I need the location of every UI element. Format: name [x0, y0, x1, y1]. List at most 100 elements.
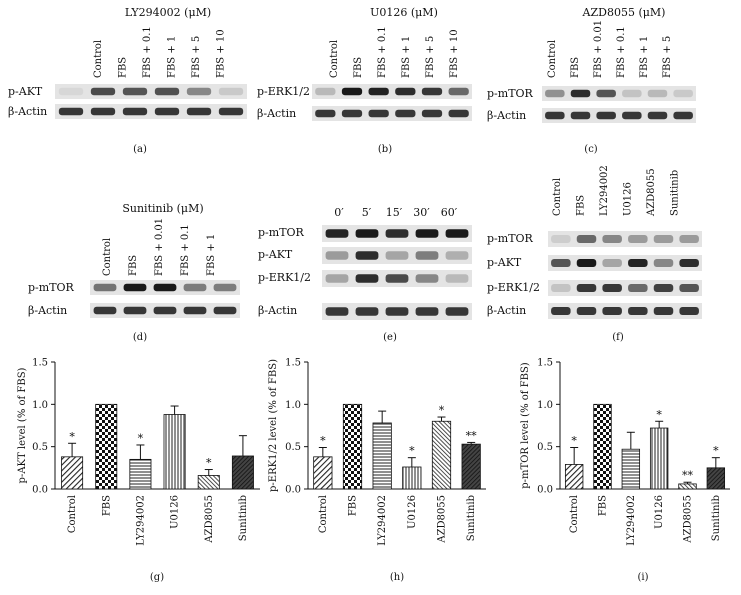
blot-band: [385, 274, 409, 283]
blot-strip: [542, 108, 696, 123]
blot-band: [186, 107, 212, 116]
blot-row-label: p-AKT: [258, 248, 293, 261]
bar: [129, 458, 152, 490]
significance-mark: *: [713, 445, 719, 458]
blot-band: [123, 306, 147, 315]
blot-band: [445, 307, 469, 316]
blot-panel-d: Sunitinib (μM) Control FBS FBS + 0.01 FBS + …: [28, 202, 240, 343]
blot-band: [673, 111, 693, 120]
blot-band: [325, 251, 349, 260]
panel-caption: (b): [378, 144, 392, 155]
lane-label: FBS + 5: [425, 36, 436, 78]
blot-band: [576, 259, 597, 267]
lane-label: FBS + 0.1: [616, 26, 627, 78]
x-tick-label: LY294002: [626, 495, 637, 546]
blot-band: [647, 111, 668, 120]
blot-band: [602, 307, 622, 315]
significance-mark: *: [409, 445, 415, 458]
bar: [564, 464, 584, 490]
x-tick-label: FBS: [101, 495, 112, 516]
western-blot-panels: LY294002 (μM) Control FBS FBS + 0.1 FBS + 1 F…: [8, 6, 702, 343]
lane-label: FBS + 5: [191, 36, 202, 78]
y-tick-label: 1.0: [32, 400, 48, 411]
blot-band: [385, 307, 409, 316]
lane-label: FBS + 1: [639, 36, 650, 78]
blot-strip: [55, 104, 247, 119]
blot-band: [647, 89, 668, 98]
lane-label: Control: [93, 40, 104, 78]
x-tick-label: FBS: [598, 495, 609, 516]
lane-label: FBS + 1: [206, 234, 217, 276]
lane-label: Control: [552, 178, 563, 216]
blot-band: [122, 107, 148, 116]
lane-label: FBS: [128, 255, 139, 276]
x-tick-label: LY294002: [377, 495, 388, 546]
blot-row-label: p-ERK1/2: [257, 85, 310, 98]
blot-band: [653, 235, 674, 243]
panel-caption: (c): [584, 144, 598, 155]
blot-band: [218, 87, 244, 96]
lane-label: LY294002: [599, 165, 610, 216]
lane-label: FBS + 0.1: [180, 224, 191, 276]
blot-row-label: β-Actin: [257, 107, 296, 120]
blot-band: [628, 235, 648, 243]
significance-mark: *: [571, 435, 577, 448]
panel-caption: (d): [133, 332, 147, 343]
y-tick-label: 1.0: [537, 400, 553, 411]
blot-strip: [548, 231, 702, 247]
blot-row-label: p-mTOR: [28, 281, 75, 294]
x-tick-label: AZD8055: [204, 495, 215, 544]
blot-band: [576, 284, 597, 292]
blot-panel-c: AZD8055 (μM) Control FBS FBS + 0.01 FBS + 0.…: [487, 6, 696, 155]
blot-band: [368, 87, 389, 96]
blot-band: [153, 283, 177, 292]
lane-label: FBS + 1: [167, 36, 178, 78]
blot-band: [448, 109, 469, 118]
blot-band: [183, 283, 207, 292]
blot-band: [628, 307, 648, 315]
blot-band: [421, 109, 443, 118]
blot-band: [341, 109, 363, 118]
y-tick-label: 1.5: [537, 358, 553, 369]
x-tick-label: Sunitinib: [466, 495, 477, 541]
blot-strip: [548, 255, 702, 271]
blot-band: [445, 274, 469, 283]
blot-title: LY294002 (μM): [125, 6, 211, 19]
y-tick-label: 1.5: [285, 358, 301, 369]
blot-panel-f: Control FBS LY294002 U0126 AZD8055 Sunitinib p…: [487, 165, 702, 343]
x-tick-label: AZD8055: [437, 495, 448, 544]
blot-row-label: p-AKT: [487, 256, 522, 269]
x-tick-label: U0126: [170, 495, 181, 529]
blot-row-label: p-mTOR: [258, 226, 305, 239]
lane-label: FBS + 0.1: [142, 26, 153, 78]
blot-band: [93, 306, 117, 315]
y-tick-label: 0.0: [285, 485, 301, 496]
blot-band: [355, 229, 379, 238]
bar-chart-h: 0.0 0.5 1.0 1.5 p-ERK1/2 level (% of FBS) * Co…: [268, 358, 486, 583]
blot-band: [415, 274, 439, 283]
blot-band: [122, 87, 148, 96]
blot-band: [415, 251, 439, 260]
blot-band: [385, 229, 409, 238]
blot-strip: [548, 280, 702, 296]
blot-row-label: β-Actin: [28, 304, 67, 317]
blot-band: [218, 107, 244, 116]
bar-chart-i: 0.0 0.5 1.0 1.5 p-mTOR level (% of FBS) * Cont…: [520, 358, 730, 583]
significance-mark: **: [466, 429, 478, 442]
lane-label: U0126: [623, 182, 634, 216]
y-tick-label: 0.5: [285, 442, 301, 453]
blot-title: Sunitinib (μM): [122, 202, 203, 215]
bar: [649, 427, 669, 490]
blot-strip: [542, 86, 696, 101]
blot-row-label: β-Actin: [487, 109, 526, 122]
blot-band: [570, 111, 591, 120]
blot-band: [186, 87, 212, 96]
blot-band: [653, 259, 674, 267]
x-tick-label: U0126: [654, 495, 665, 529]
blot-band: [325, 274, 349, 283]
blot-band: [415, 229, 439, 238]
blot-row-label: p-AKT: [8, 85, 43, 98]
bar: [231, 455, 254, 490]
bar: [313, 456, 333, 490]
